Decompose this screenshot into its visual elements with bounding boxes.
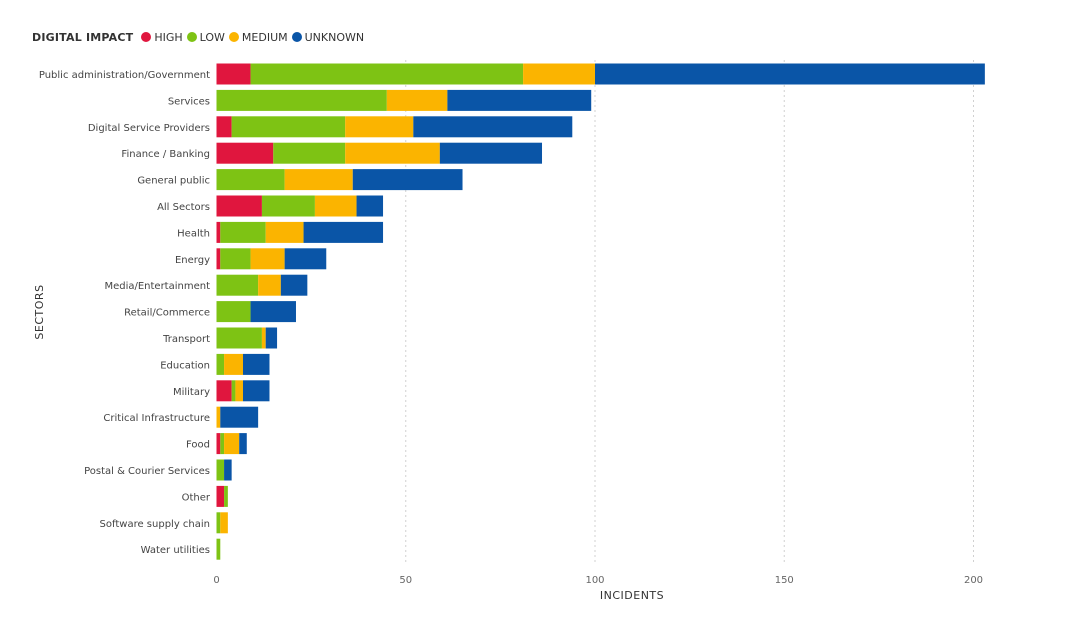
bar-unknown-15[interactable]: [224, 459, 232, 481]
bar-low-1[interactable]: [216, 89, 387, 111]
bar-low-0[interactable]: [250, 63, 524, 85]
bar-unknown-6[interactable]: [303, 221, 384, 243]
bar-unknown-11[interactable]: [242, 353, 270, 375]
bar-low-11[interactable]: [216, 353, 225, 375]
category-label-7: Energy: [175, 255, 210, 266]
category-label-12: Military: [173, 387, 210, 398]
x-tick-label-200: 200: [964, 575, 983, 586]
x-tick-label-50: 50: [399, 575, 412, 586]
bar-high-5[interactable]: [216, 195, 262, 217]
legend-item-medium[interactable]: MEDIUM: [228, 30, 288, 44]
bar-unknown-10[interactable]: [265, 327, 278, 349]
bar-low-4[interactable]: [216, 169, 285, 191]
x-tick-label-150: 150: [775, 575, 794, 586]
bar-low-5[interactable]: [261, 195, 315, 217]
bar-low-15[interactable]: [216, 459, 225, 481]
category-label-18: Water utilities: [141, 545, 210, 556]
bar-unknown-9[interactable]: [250, 301, 296, 323]
category-label-17: Software supply chain: [100, 519, 210, 530]
bar-unknown-13[interactable]: [220, 406, 259, 428]
bar-unknown-4[interactable]: [352, 169, 463, 191]
category-label-16: Other: [182, 492, 211, 503]
bar-low-2[interactable]: [231, 116, 346, 138]
category-label-1: Services: [168, 96, 210, 107]
y-axis-title: SECTORS: [33, 284, 46, 339]
bar-medium-1[interactable]: [386, 89, 448, 111]
bar-medium-10[interactable]: [261, 327, 266, 349]
category-label-15: Postal & Courier Services: [84, 466, 210, 477]
bar-low-6[interactable]: [220, 221, 266, 243]
bar-medium-6[interactable]: [265, 221, 304, 243]
category-label-6: Health: [177, 228, 210, 239]
bar-medium-8[interactable]: [258, 274, 281, 296]
bar-medium-2[interactable]: [345, 116, 414, 138]
bar-medium-4[interactable]: [284, 169, 353, 191]
category-label-0: Public administration/Government: [39, 70, 210, 81]
category-label-9: Retail/Commerce: [124, 308, 210, 319]
legend-label-low: LOW: [199, 30, 225, 44]
bar-medium-13[interactable]: [216, 406, 221, 428]
bar-high-0[interactable]: [216, 63, 251, 85]
x-axis-title: INCIDENTS: [600, 589, 664, 602]
bar-high-7[interactable]: [216, 248, 221, 270]
bar-unknown-12[interactable]: [242, 380, 270, 402]
legend-swatch-high: [141, 32, 152, 42]
legend: DIGITAL IMPACT HIGH LOW MEDIUM UNKNOWN: [32, 29, 368, 45]
category-label-4: General public: [137, 176, 210, 187]
bar-low-9[interactable]: [216, 301, 251, 323]
bar-medium-17[interactable]: [220, 512, 228, 534]
bar-high-6[interactable]: [216, 221, 221, 243]
legend-label-high: HIGH: [154, 30, 183, 44]
bar-high-2[interactable]: [216, 116, 232, 138]
bar-unknown-0[interactable]: [595, 63, 985, 85]
legend-label-medium: MEDIUM: [241, 30, 288, 44]
legend-swatch-low: [186, 32, 197, 42]
bar-low-14[interactable]: [220, 433, 225, 455]
category-label-10: Transport: [162, 334, 210, 345]
bar-medium-5[interactable]: [314, 195, 357, 217]
bar-unknown-5[interactable]: [356, 195, 384, 217]
category-label-8: Media/Entertainment: [104, 281, 210, 292]
bar-unknown-7[interactable]: [284, 248, 327, 270]
legend-swatch-medium: [228, 32, 239, 42]
legend-item-unknown[interactable]: UNKNOWN: [291, 30, 365, 44]
bar-medium-3[interactable]: [345, 142, 440, 164]
legend-swatch-unknown: [291, 32, 302, 42]
x-tick-label-100: 100: [585, 575, 604, 586]
legend-title: DIGITAL IMPACT: [32, 30, 134, 44]
bar-low-7[interactable]: [220, 248, 251, 270]
category-label-3: Finance / Banking: [121, 149, 210, 160]
bar-unknown-1[interactable]: [447, 89, 592, 111]
bar-medium-11[interactable]: [224, 353, 243, 375]
bar-unknown-3[interactable]: [439, 142, 543, 164]
bar-medium-0[interactable]: [523, 63, 595, 85]
bar-low-16[interactable]: [224, 485, 228, 507]
bar-low-12[interactable]: [231, 380, 236, 402]
bar-medium-14[interactable]: [224, 433, 240, 455]
category-label-13: Critical Infrastructure: [103, 413, 210, 424]
legend-item-high[interactable]: HIGH: [141, 30, 183, 44]
bar-unknown-8[interactable]: [280, 274, 308, 296]
category-label-11: Education: [160, 360, 210, 371]
bar-medium-7[interactable]: [250, 248, 285, 270]
category-label-2: Digital Service Providers: [88, 123, 210, 134]
bar-low-17[interactable]: [216, 512, 221, 534]
bar-low-3[interactable]: [273, 142, 346, 164]
bar-medium-12[interactable]: [235, 380, 243, 402]
category-label-14: Food: [186, 440, 210, 451]
bar-unknown-2[interactable]: [413, 116, 573, 138]
bar-low-10[interactable]: [216, 327, 262, 349]
bar-low-8[interactable]: [216, 274, 259, 296]
bar-high-14[interactable]: [216, 433, 221, 455]
bar-unknown-14[interactable]: [239, 433, 247, 455]
category-label-5: All Sectors: [157, 202, 210, 213]
bar-high-3[interactable]: [216, 142, 274, 164]
legend-label-unknown: UNKNOWN: [304, 30, 365, 44]
bar-low-18[interactable]: [216, 538, 221, 560]
x-tick-label-0: 0: [213, 575, 219, 586]
bar-high-16[interactable]: [216, 485, 225, 507]
legend-item-low[interactable]: LOW: [186, 30, 225, 44]
bar-high-12[interactable]: [216, 380, 232, 402]
